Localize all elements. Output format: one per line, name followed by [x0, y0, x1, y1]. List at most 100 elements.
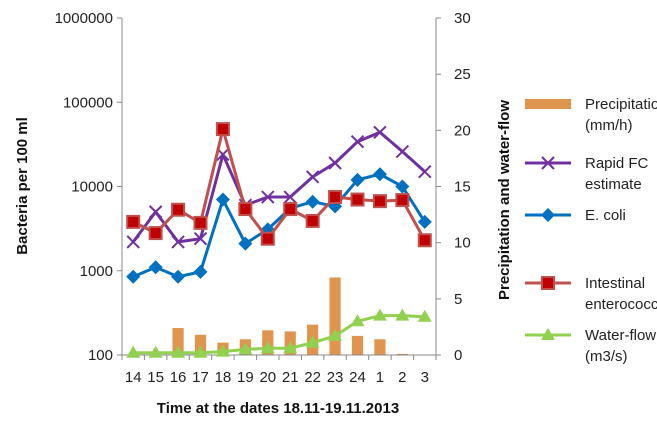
legend: Precipitation (mm/h) Rapid FC estimate E. co… — [525, 96, 657, 365]
y2-tick-label: 0 — [454, 347, 462, 364]
marker-triangle — [238, 342, 253, 355]
legend-label: Rapid FC — [585, 155, 649, 172]
marker-x — [126, 235, 140, 249]
marker-square — [148, 226, 163, 241]
legend-label: (m3/s) — [585, 348, 628, 365]
marker-triangle — [305, 335, 320, 348]
marker-square — [260, 231, 275, 246]
marker-square — [541, 276, 555, 290]
legend-label: enterococci — [585, 296, 657, 313]
marker-square — [193, 215, 208, 230]
marker-square — [171, 202, 186, 217]
precipitation-bar — [396, 353, 408, 355]
y2-tick-label: 5 — [454, 291, 462, 308]
x-tick-label: 3 — [421, 369, 429, 386]
marker-square — [350, 192, 365, 207]
x-tick-label: 23 — [327, 369, 344, 386]
marker-x — [350, 135, 365, 149]
y-tick-label: 100 — [88, 347, 113, 364]
legend-label: E. coli — [585, 207, 626, 224]
marker-x — [171, 235, 185, 249]
marker-square — [372, 194, 387, 209]
x-tick-label: 15 — [147, 369, 164, 386]
marker-diamond — [238, 236, 253, 251]
marker-diamond — [193, 264, 208, 279]
precipitation-bar — [374, 339, 386, 355]
marker-x — [418, 164, 432, 179]
legend-item: Intestinal enterococci — [525, 275, 657, 313]
x-tick-label: 19 — [237, 369, 254, 386]
marker-triangle — [417, 309, 432, 322]
marker-diamond — [350, 172, 365, 187]
marker-x-stroke — [261, 190, 275, 204]
tick-labels: 1000000 100000 10000 1000 100 30 25 20 15 10 5 0 14 1… — [55, 10, 471, 386]
marker-x — [328, 156, 342, 170]
y-tick-label: 1000000 — [55, 10, 113, 27]
legend-swatch — [525, 99, 571, 109]
y-tick-label: 1000 — [80, 263, 113, 280]
marker-square — [126, 214, 141, 229]
marker-x-stroke — [148, 205, 163, 219]
x-tick-label: 24 — [349, 369, 366, 386]
x-tick-label: 17 — [192, 369, 209, 386]
marker-square — [395, 193, 410, 208]
marker-square — [283, 202, 298, 217]
marker-x-stroke — [126, 235, 140, 249]
y-axis-title: Bacteria per 100 ml — [14, 117, 31, 255]
marker-diamond — [305, 194, 320, 209]
marker-diamond — [171, 269, 186, 284]
marker-diamond — [395, 179, 410, 194]
series-line — [132, 127, 427, 242]
marker-square — [328, 190, 343, 205]
precipitation-bar — [329, 277, 341, 355]
marker-triangle — [328, 328, 343, 341]
x-tick-label: 20 — [259, 369, 276, 386]
marker-x-stroke — [418, 164, 432, 179]
legend-label: Intestinal — [585, 275, 645, 292]
marker-diamond — [126, 269, 141, 284]
legend-item: E. coli — [525, 207, 626, 224]
marker-x-stroke — [350, 135, 365, 149]
marker-square — [305, 213, 320, 228]
marker-x — [261, 190, 275, 204]
marker-diamond — [215, 192, 230, 207]
marker-triangle — [215, 344, 230, 357]
marker-x — [305, 170, 320, 184]
marker-triangle — [372, 308, 387, 321]
marker-triangle — [148, 345, 163, 358]
marker-square — [215, 122, 230, 137]
marker-x-stroke — [373, 125, 387, 139]
precipitation-bar — [351, 335, 364, 355]
marker-x-stroke — [216, 147, 230, 162]
marker-x-stroke — [283, 190, 297, 204]
y2-tick-label: 10 — [454, 235, 471, 252]
marker-x-stroke — [171, 235, 185, 249]
marker-square — [417, 233, 432, 248]
legend-label: Precipitation — [585, 96, 657, 113]
y-tick-label: 10000 — [71, 179, 113, 196]
x-tick-label: 22 — [304, 369, 321, 386]
marker-diamond — [417, 214, 432, 229]
x-tick-label: 14 — [125, 369, 142, 386]
legend-item: Precipitation (mm/h) — [525, 96, 657, 134]
y2-tick-label: 15 — [454, 179, 471, 196]
precipitation-bar — [172, 328, 184, 355]
y2-tick-label: 25 — [454, 66, 471, 83]
precipitation-bar — [194, 334, 207, 355]
marker-diamond — [541, 208, 555, 222]
y2-axis-title: Precipitation and water-flow — [496, 100, 513, 300]
x-tick-label: 21 — [282, 369, 299, 386]
marker-x-stroke — [193, 232, 208, 246]
marker-triangle — [193, 345, 208, 358]
x-tick-label: 1 — [376, 369, 384, 386]
marker-triangle — [171, 345, 186, 358]
x-tick-label: 2 — [398, 369, 406, 386]
y-tick-label: 100000 — [63, 94, 113, 111]
x-tick-label: 18 — [215, 369, 232, 386]
legend-label: Water-flow — [585, 327, 656, 344]
marker-triangle — [350, 314, 365, 327]
marker-x — [541, 156, 555, 170]
marker-x — [283, 190, 297, 204]
series-line — [132, 130, 426, 244]
